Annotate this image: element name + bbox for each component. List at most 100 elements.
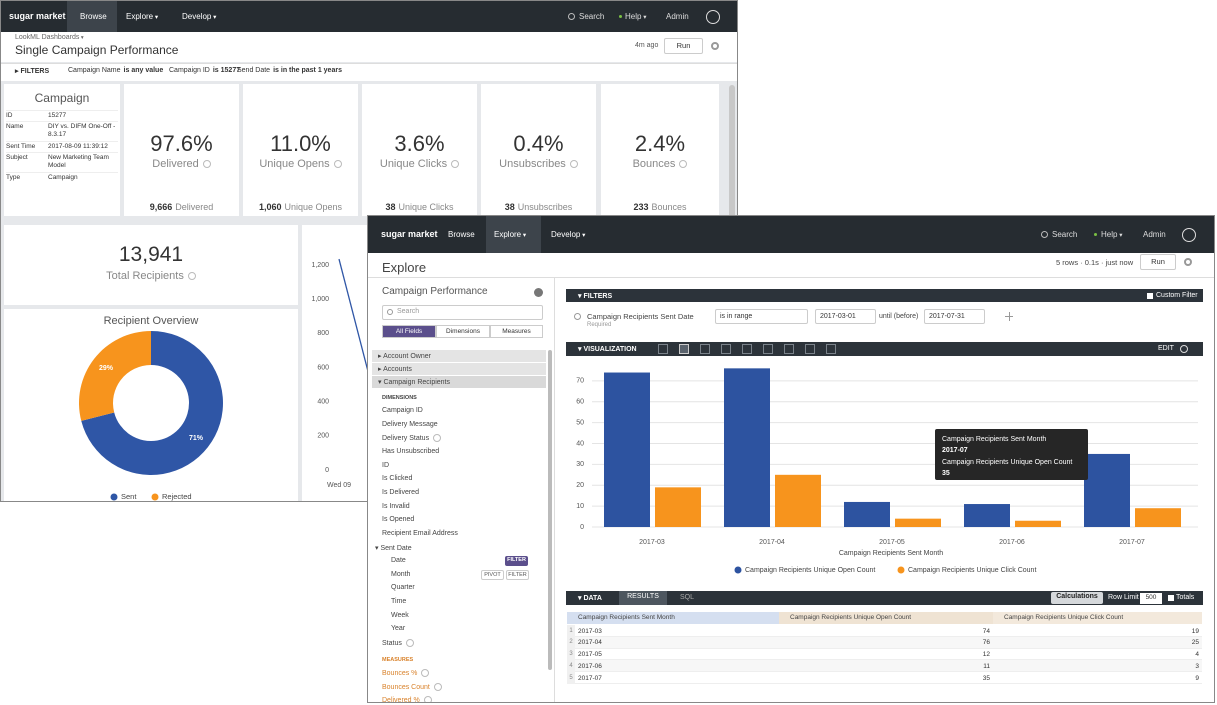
edit[interactable]: EDIT <box>1158 345 1174 352</box>
section-title[interactable]: DATA <box>578 594 601 602</box>
field[interactable]: Is Opened <box>382 516 415 524</box>
row-number-cell <box>567 636 575 649</box>
viz-icon[interactable] <box>742 344 752 354</box>
field[interactable]: Has Unsubscribed <box>382 447 440 455</box>
viz-icon[interactable] <box>721 344 731 354</box>
viz-icon[interactable] <box>763 344 773 354</box>
results-tab-label[interactable]: RESULTS <box>627 593 659 600</box>
avatar[interactable] <box>1182 228 1196 242</box>
cell: 3 <box>1195 662 1199 670</box>
custom-filter[interactable]: Custom Filter <box>1156 292 1198 299</box>
pivot-badge-label[interactable]: PIVOT <box>484 572 501 578</box>
section-title[interactable]: VISUALIZATION <box>578 345 636 353</box>
filters-toggle[interactable]: FILTERS <box>15 67 49 75</box>
run-button-label[interactable]: Run <box>1151 257 1165 266</box>
field[interactable]: Is Clicked <box>382 475 413 483</box>
field-tab[interactable]: All Fields <box>382 325 436 338</box>
filter-badge[interactable]: FILTER <box>506 570 529 580</box>
cell: 25 <box>1191 639 1199 647</box>
field-tab-label[interactable]: Dimensions <box>446 328 480 335</box>
measure-field[interactable]: Bounces Count <box>382 683 442 691</box>
avatar[interactable] <box>706 10 720 24</box>
nav-search[interactable]: Search <box>579 12 605 21</box>
field[interactable]: Sent Date <box>375 544 411 552</box>
viz-icon[interactable] <box>700 344 710 354</box>
column-header[interactable] <box>779 612 993 624</box>
filter-badge-label[interactable]: FILTER <box>507 557 526 563</box>
viz-icon[interactable] <box>658 344 668 354</box>
group-row[interactable] <box>372 363 546 375</box>
collapse-button[interactable] <box>534 288 543 297</box>
date-input[interactable] <box>815 309 876 324</box>
field[interactable]: Year <box>391 625 406 633</box>
viz-icon[interactable] <box>826 344 836 354</box>
search-box[interactable] <box>382 305 543 320</box>
filter-badge[interactable]: FILTER <box>505 556 528 566</box>
gear[interactable] <box>711 42 719 50</box>
calculations-label[interactable]: Calculations <box>1056 593 1098 600</box>
field[interactable]: Week <box>391 611 409 619</box>
field-tab-label[interactable]: All Fields <box>395 328 423 335</box>
nav-tab[interactable]: Browse <box>80 12 107 21</box>
nav-tab[interactable]: Explore <box>126 12 158 21</box>
column-header[interactable] <box>993 612 1202 624</box>
totals[interactable]: Totals <box>1176 594 1195 601</box>
row-limit-input[interactable]: 500 <box>1140 593 1162 604</box>
gear[interactable] <box>1184 258 1192 266</box>
nav-search[interactable]: Search <box>1052 230 1078 239</box>
nav-help[interactable]: Help <box>625 12 646 21</box>
field[interactable]: Delivery Status <box>382 434 441 442</box>
field[interactable]: Date <box>391 557 406 564</box>
viz-icon[interactable] <box>784 344 794 354</box>
pivot-badge[interactable]: PIVOT <box>481 570 504 580</box>
select[interactable] <box>715 309 808 324</box>
field[interactable]: Status <box>382 639 414 647</box>
run-button[interactable]: Run <box>664 38 703 54</box>
breadcrumb[interactable]: LookML Dashboards <box>15 34 84 41</box>
legend-label: Campaign Recipients Unique Click Count <box>908 567 1036 574</box>
column-header-label[interactable]: Campaign Recipients Unique Open Count <box>790 614 912 621</box>
group-name[interactable]: Accounts <box>378 365 412 373</box>
nav-help[interactable]: Help <box>1101 230 1122 239</box>
field[interactable]: Is Delivered <box>382 488 419 496</box>
sql-tab[interactable]: SQL <box>680 594 695 601</box>
group-name[interactable]: Campaign Recipients <box>378 378 450 386</box>
row-limit-input-label[interactable]: 500 <box>1145 594 1157 601</box>
nav-tab[interactable]: Browse <box>448 230 475 239</box>
date-input[interactable] <box>924 309 985 324</box>
filter-badge-label[interactable]: FILTER <box>508 572 527 578</box>
checkbox[interactable] <box>1147 293 1153 299</box>
run-button[interactable]: Run <box>1140 254 1176 270</box>
field-tab-label[interactable]: Measures <box>502 328 531 335</box>
field[interactable]: ID <box>382 461 389 469</box>
field[interactable]: Month <box>391 570 411 578</box>
field[interactable]: Quarter <box>391 584 415 592</box>
viz-icon[interactable] <box>679 344 689 354</box>
field[interactable]: Time <box>391 597 407 605</box>
group-name[interactable]: Account Owner <box>378 352 431 360</box>
viz-icon[interactable] <box>805 344 815 354</box>
run-button-label[interactable]: Run <box>676 41 691 50</box>
nav-admin[interactable]: Admin <box>666 12 689 21</box>
checkbox[interactable] <box>1168 595 1174 601</box>
legend-label: Campaign Recipients Unique Open Count <box>745 567 875 574</box>
field-tab[interactable]: Dimensions <box>436 325 490 338</box>
results-tab[interactable]: RESULTS <box>619 591 667 605</box>
nav-tab[interactable]: Explore <box>494 230 526 239</box>
column-header-label[interactable]: Campaign Recipients Unique Click Count <box>1004 614 1124 621</box>
field[interactable]: Campaign ID <box>382 407 423 414</box>
nav-admin[interactable]: Admin <box>1143 230 1166 239</box>
column-header[interactable] <box>567 612 779 624</box>
field[interactable]: Is Invalid <box>382 502 410 510</box>
nav-tab[interactable]: Develop <box>551 230 585 239</box>
gear[interactable] <box>1180 345 1188 353</box>
measure-field[interactable]: Delivered % <box>382 696 432 702</box>
column-header-label[interactable]: Campaign Recipients Sent Month <box>578 614 675 621</box>
measure-field[interactable]: Bounces % <box>382 669 429 677</box>
calculations[interactable]: Calculations <box>1051 592 1103 604</box>
section-title[interactable]: FILTERS <box>578 292 612 300</box>
field[interactable]: Recipient Email Address <box>382 529 458 537</box>
field-tab[interactable]: Measures <box>490 325 543 338</box>
nav-tab[interactable]: Develop <box>182 12 216 21</box>
field[interactable]: Delivery Message <box>382 420 438 428</box>
